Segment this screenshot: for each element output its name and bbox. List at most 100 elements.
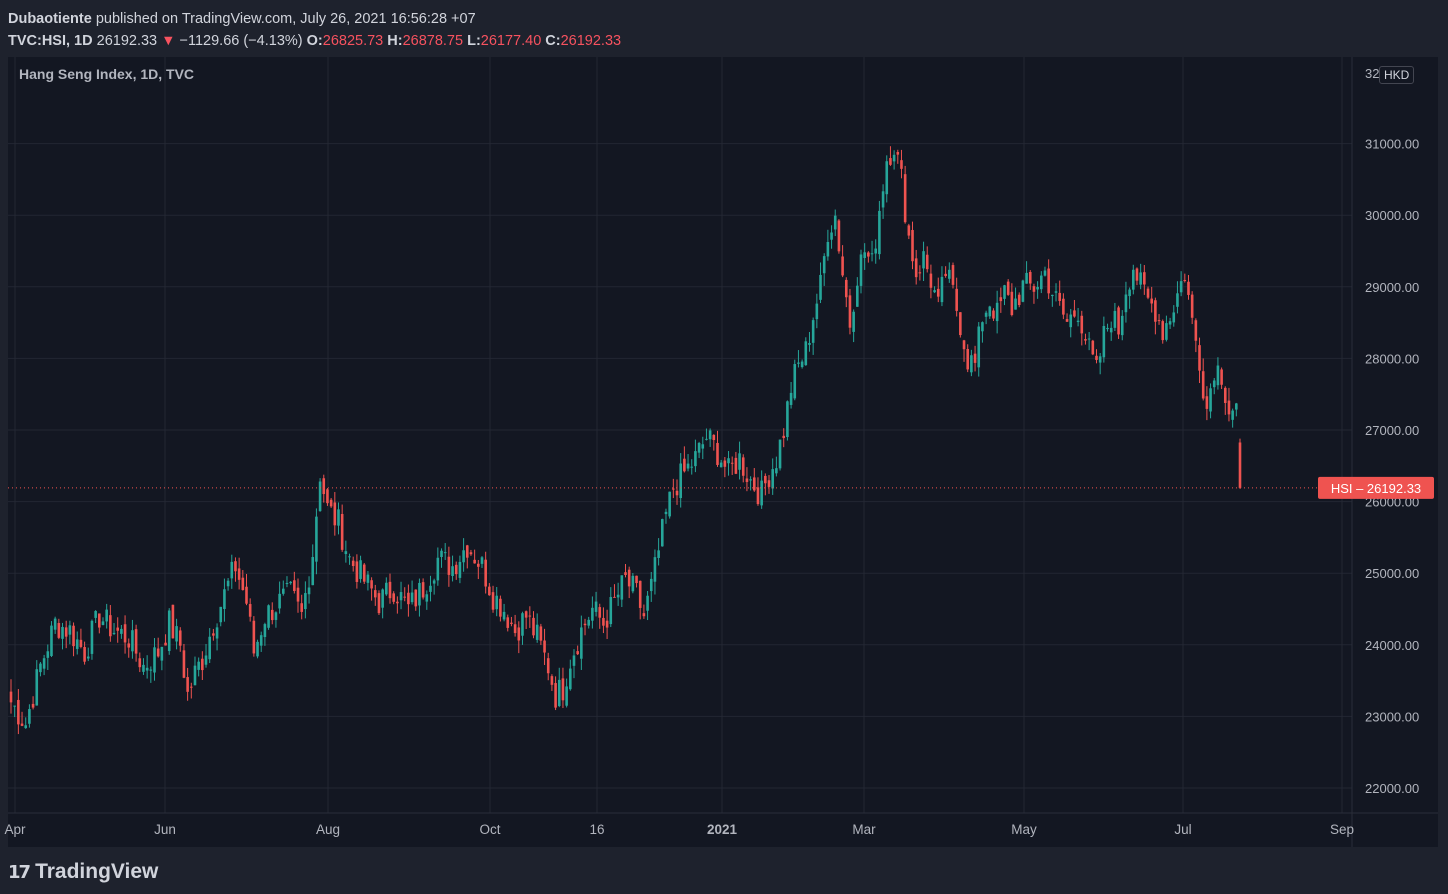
- high-label: H:: [387, 33, 403, 49]
- candle-body: [484, 559, 487, 587]
- candle-body: [473, 559, 476, 564]
- candle-body: [752, 477, 756, 491]
- candle-body: [918, 272, 922, 274]
- candle-body: [1003, 285, 1006, 299]
- change-value: −1129.66 (−4.13%): [179, 33, 303, 49]
- candle-body: [907, 225, 911, 236]
- candle-body: [797, 362, 800, 364]
- candle-body: [1135, 268, 1139, 281]
- candle-body: [1076, 320, 1080, 323]
- currency-badge[interactable]: HKD: [1379, 66, 1415, 84]
- candle-body: [1146, 288, 1150, 298]
- candle-body: [86, 656, 90, 659]
- candle-body: [201, 658, 204, 671]
- candle-body: [1124, 294, 1128, 313]
- candle-body: [171, 604, 175, 639]
- candle-body: [889, 158, 892, 165]
- candle-body: [237, 568, 241, 580]
- candle-body: [973, 353, 977, 363]
- tradingview-logo[interactable]: 17 TradingView: [8, 858, 158, 886]
- price-axis-label: 30000.00: [1365, 208, 1419, 223]
- candle-body: [50, 625, 53, 656]
- candle-body: [348, 556, 351, 558]
- candle-body: [226, 580, 230, 587]
- candle-body: [1032, 286, 1036, 292]
- author-name[interactable]: Dubaotiente: [8, 11, 92, 27]
- candle-body: [616, 594, 620, 598]
- symbol-label: TVC:HSI, 1D: [8, 33, 93, 49]
- candle-body: [495, 595, 499, 610]
- candle-body: [624, 572, 627, 576]
- candle-body: [664, 511, 668, 515]
- candle-body: [782, 435, 786, 439]
- candle-body: [178, 630, 182, 646]
- candle-body: [701, 444, 705, 449]
- candle-body: [572, 655, 576, 666]
- candle-body: [867, 252, 870, 257]
- candle-body: [911, 230, 914, 262]
- candle-body: [535, 624, 539, 640]
- candle-body: [1154, 300, 1157, 322]
- candle-body: [914, 258, 918, 278]
- price-axis: 22000.0023000.0024000.0025000.0026000.00…: [1365, 66, 1419, 796]
- candle-body: [1231, 410, 1234, 420]
- candle-body: [1051, 294, 1054, 297]
- candle-body: [167, 610, 171, 652]
- candle-body: [1183, 280, 1187, 282]
- candle-body: [517, 627, 521, 641]
- candle-body: [385, 582, 388, 595]
- candle-body: [646, 595, 649, 611]
- low-value: 26177.40: [480, 33, 542, 49]
- close-label: C:: [545, 33, 561, 49]
- candle-body: [959, 312, 962, 336]
- candle-body: [716, 442, 719, 465]
- candle-body: [410, 592, 414, 603]
- candle-body: [123, 624, 127, 643]
- candle-body: [61, 626, 64, 639]
- candle-body: [1043, 270, 1047, 276]
- candle-body: [811, 320, 815, 343]
- candle-body: [627, 569, 631, 587]
- candle-body: [156, 648, 160, 657]
- candle-body: [392, 593, 395, 602]
- candle-body: [53, 618, 57, 630]
- candle-body: [546, 658, 550, 674]
- candle-body: [480, 557, 484, 564]
- candle-body: [1091, 340, 1095, 355]
- candle-body: [587, 619, 591, 626]
- candle-body: [337, 509, 340, 526]
- candle-body: [377, 593, 381, 614]
- candle-body: [1054, 291, 1058, 293]
- open-label: O:: [306, 33, 323, 49]
- candle-body: [532, 617, 535, 636]
- candle-body: [672, 488, 675, 490]
- candle-body: [134, 629, 138, 654]
- candle-body: [859, 254, 863, 286]
- candle-body: [1084, 339, 1087, 341]
- candle-body: [259, 635, 263, 646]
- candle-body: [193, 665, 197, 686]
- candle-body: [830, 232, 833, 240]
- down-arrow-icon: ▼: [161, 33, 176, 49]
- candle-body: [101, 621, 105, 625]
- candle-body: [925, 254, 929, 270]
- candle-body: [234, 561, 237, 572]
- candle-body: [355, 561, 359, 582]
- candle-body: [1168, 321, 1172, 325]
- candle-body: [822, 256, 826, 274]
- candle-body: [775, 468, 778, 474]
- candle-body: [922, 251, 925, 269]
- time-axis-label: Mar: [852, 822, 876, 837]
- candle-body: [289, 581, 292, 584]
- time-axis-label: Sep: [1330, 822, 1354, 837]
- chart-pane[interactable]: [8, 57, 1438, 847]
- candle-body: [17, 699, 20, 725]
- candle-body: [285, 582, 289, 584]
- candle-body: [429, 585, 432, 592]
- candle-body: [94, 610, 97, 618]
- candle-body: [686, 463, 690, 469]
- candle-body: [885, 161, 889, 195]
- candle-body: [539, 626, 543, 641]
- candle-body: [675, 490, 679, 496]
